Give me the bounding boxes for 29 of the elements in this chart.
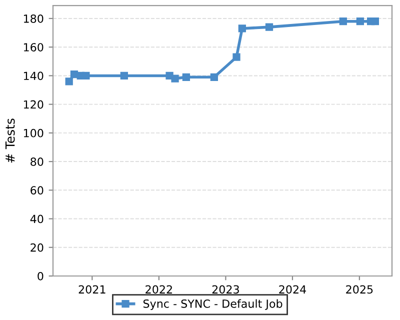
legend-label: Sync - SYNC - Default Job xyxy=(143,299,282,310)
point xyxy=(210,73,218,81)
y-tick-label: 180 xyxy=(24,14,44,23)
y-tick-label: 80 xyxy=(30,158,44,166)
point xyxy=(371,18,379,26)
y-tick-label: 120 xyxy=(24,100,44,109)
x-tick-label: 2021 xyxy=(78,285,106,294)
point xyxy=(182,73,190,81)
point xyxy=(171,74,179,82)
point xyxy=(232,53,240,61)
x-tick-label: 2022 xyxy=(146,285,172,294)
x-tick-label: 2024 xyxy=(279,285,306,294)
point xyxy=(238,24,246,32)
x-tick-label: 2025 xyxy=(346,285,373,294)
y-tick-label: 40 xyxy=(30,214,44,224)
y-tick-label: 20 xyxy=(30,243,44,252)
point xyxy=(65,78,73,86)
point xyxy=(265,23,274,31)
point xyxy=(339,18,347,26)
point xyxy=(356,18,364,26)
y-tick-label: 140 xyxy=(24,72,44,80)
y-axis-title: # Tests xyxy=(5,118,15,163)
y-tick-label: 60 xyxy=(30,186,44,195)
point xyxy=(120,72,128,80)
x-tick-label: 2023 xyxy=(212,285,239,294)
y-tick-label: 100 xyxy=(24,128,44,138)
point xyxy=(82,72,90,80)
y-tick-label: 0 xyxy=(38,272,44,280)
y-tick-label: 160 xyxy=(24,43,44,52)
